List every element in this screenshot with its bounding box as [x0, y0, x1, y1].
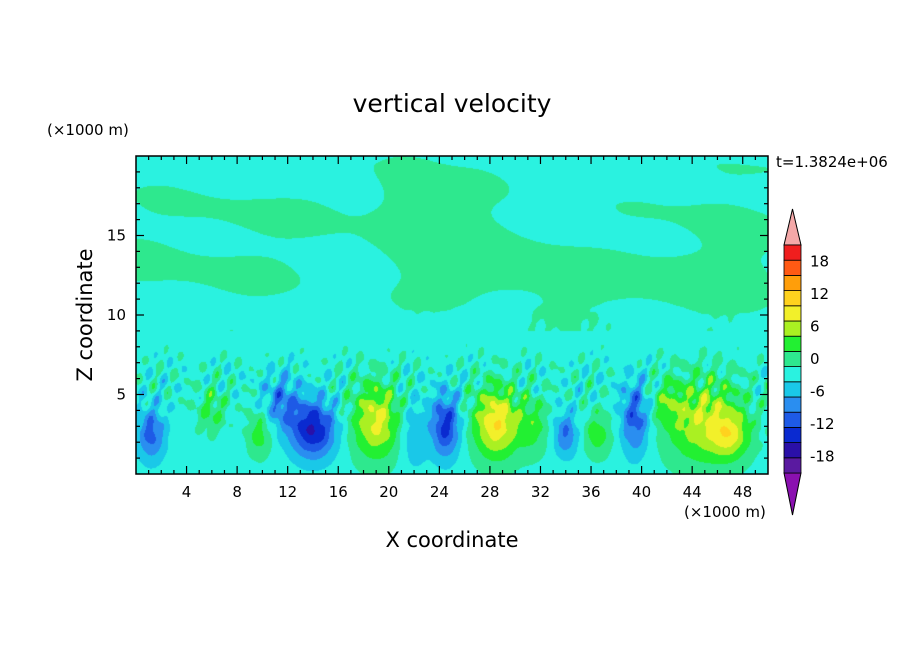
x-axis-label: X coordinate — [385, 528, 518, 552]
x-tick-label: 40 — [632, 483, 651, 501]
colorbar-label: -6 — [810, 383, 825, 401]
colorbar-swatch — [783, 350, 802, 367]
colorbar-under-triangle — [783, 472, 802, 516]
time-label: t=1.3824e+06 — [776, 153, 888, 171]
y-axis: 5 10 15 — [107, 171, 768, 459]
colorbar-label: 0 — [810, 350, 820, 368]
x-unit-label: (×1000 m) — [684, 503, 766, 521]
heatmap-field — [136, 156, 768, 474]
y-tick-label: 15 — [107, 227, 126, 245]
colorbar-swatch — [783, 274, 802, 291]
colorbar-swatch — [783, 457, 802, 474]
colorbar-label: -12 — [810, 415, 835, 433]
x-tick-label: 32 — [531, 483, 550, 501]
colorbar-swatch — [783, 259, 802, 276]
plot-area — [135, 155, 769, 475]
colorbar-swatch — [783, 244, 802, 261]
x-axis: 4 8 12 16 20 24 28 32 36 40 44 48 — [148, 156, 756, 501]
colorbar-swatch — [783, 442, 802, 459]
chart-title: vertical velocity — [353, 89, 552, 118]
y-unit-label: (×1000 m) — [47, 121, 129, 139]
x-tick-label: 48 — [733, 483, 752, 501]
colorbar-swatch — [783, 290, 802, 307]
x-tick-label: 24 — [430, 483, 449, 501]
y-tick-label: 5 — [116, 386, 126, 404]
colorbar-label: -18 — [810, 448, 835, 466]
colorbar-swatch — [783, 426, 802, 443]
colorbar-label: 6 — [810, 317, 820, 335]
colorbar-label: 18 — [810, 252, 829, 270]
colorbar-swatch — [783, 305, 802, 322]
x-tick-label: 28 — [480, 483, 499, 501]
x-tick-label: 44 — [683, 483, 702, 501]
y-axis-label: Z coordinate — [73, 248, 97, 381]
colorbar-swatch — [783, 396, 802, 413]
x-tick-label: 4 — [182, 483, 192, 501]
x-tick-label: 8 — [232, 483, 242, 501]
colorbar-swatch — [783, 320, 802, 337]
x-tick-label: 12 — [278, 483, 297, 501]
colorbar-over-triangle — [783, 208, 802, 246]
colorbar-swatch — [783, 366, 802, 383]
colorbar-label: 12 — [810, 285, 829, 303]
x-tick-label: 36 — [581, 483, 600, 501]
x-tick-label: 16 — [329, 483, 348, 501]
x-tick-label: 20 — [379, 483, 398, 501]
colorbar-swatch — [783, 335, 802, 352]
colorbar-swatch — [783, 411, 802, 428]
y-tick-label: 10 — [107, 306, 126, 324]
colorbar-swatch — [783, 381, 802, 398]
colorbar: 18 12 6 0 -6 -12 -18 — [783, 208, 835, 516]
